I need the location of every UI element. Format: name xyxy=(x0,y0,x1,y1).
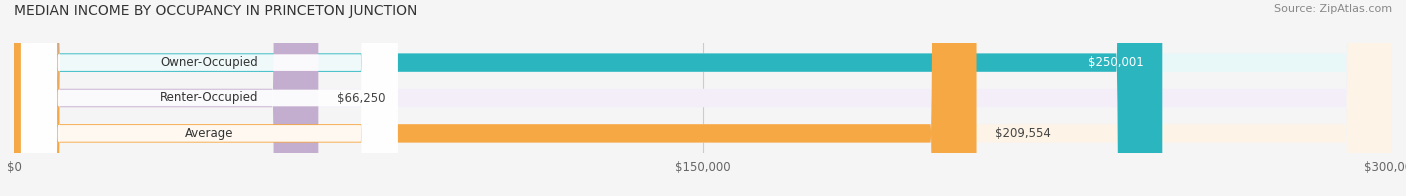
FancyBboxPatch shape xyxy=(14,0,1392,196)
FancyBboxPatch shape xyxy=(21,0,398,196)
Text: Average: Average xyxy=(186,127,233,140)
Text: MEDIAN INCOME BY OCCUPANCY IN PRINCETON JUNCTION: MEDIAN INCOME BY OCCUPANCY IN PRINCETON … xyxy=(14,4,418,18)
FancyBboxPatch shape xyxy=(21,0,398,196)
FancyBboxPatch shape xyxy=(14,0,1392,196)
Text: Owner-Occupied: Owner-Occupied xyxy=(160,56,259,69)
Text: $66,250: $66,250 xyxy=(336,92,385,104)
FancyBboxPatch shape xyxy=(21,0,398,196)
FancyBboxPatch shape xyxy=(14,0,1163,196)
FancyBboxPatch shape xyxy=(14,0,318,196)
Text: Renter-Occupied: Renter-Occupied xyxy=(160,92,259,104)
FancyBboxPatch shape xyxy=(14,0,1392,196)
FancyBboxPatch shape xyxy=(14,0,977,196)
Text: $250,001: $250,001 xyxy=(1088,56,1144,69)
Text: $209,554: $209,554 xyxy=(995,127,1050,140)
Text: Source: ZipAtlas.com: Source: ZipAtlas.com xyxy=(1274,4,1392,14)
